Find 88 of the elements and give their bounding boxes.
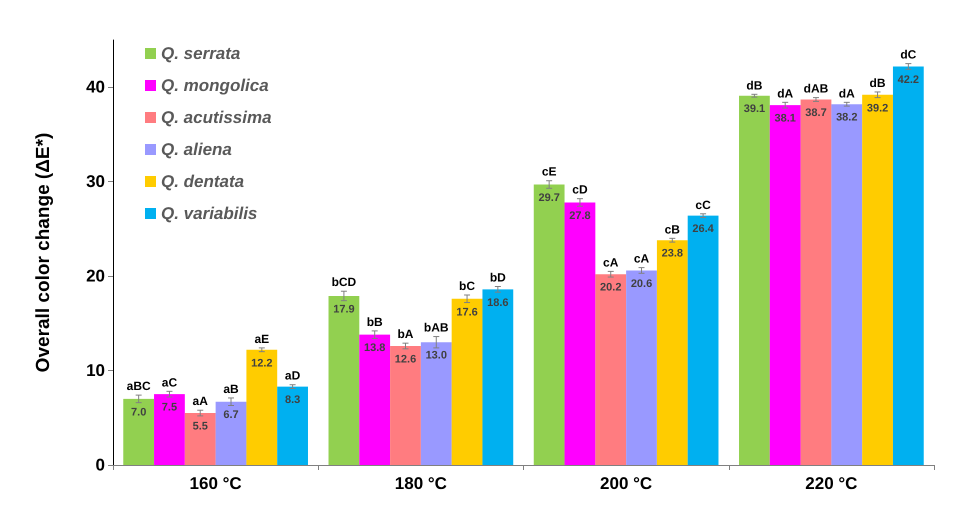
bar [246,350,278,465]
x-tick-label: 220 °C [805,474,858,493]
y-axis-title: Overall color change (ΔE*) [33,132,54,372]
data-label: 12.2 [251,357,273,370]
x-tick-label: 200 °C [600,474,652,493]
annotation: aE [254,332,270,346]
data-label: 12.6 [394,354,416,366]
data-label: 13.8 [364,342,386,354]
data-label: 38.1 [774,112,796,125]
data-label: 27.8 [569,210,591,222]
bar [452,298,482,465]
y-tick-label: 20 [86,266,105,286]
bar [277,386,308,465]
bar [739,96,770,465]
bar [420,342,452,465]
x-tick-label: 180 °C [394,474,447,493]
annotation: cE [542,164,556,179]
bar [626,270,657,465]
bar [892,66,924,465]
bar [154,394,185,465]
x-tick-label: 160 °C [190,474,242,493]
data-label: 26.4 [692,223,715,236]
annotation: dAB [804,82,829,96]
data-label: 18.6 [487,296,509,309]
legend-label: Q. variabilis [161,204,258,223]
annotation: dB [870,76,886,90]
bar [800,100,832,465]
data-label: 20.2 [600,282,622,294]
annotation: bCD [332,275,357,290]
legend-label: Q. mongolica [161,76,269,95]
bar [656,240,688,465]
annotation: cB [664,222,680,236]
data-label: 39.2 [866,102,888,114]
annotation: bD [490,270,506,284]
data-label: 17.9 [333,303,355,316]
annotation: aD [284,368,301,383]
annotation: cA [603,255,619,270]
data-label: 20.6 [630,278,652,290]
annotation: bA [397,327,414,342]
bar [123,398,154,465]
data-label: 6.7 [223,409,239,422]
data-label: 39.1 [744,103,766,116]
annotation: aB [223,382,240,396]
bar [216,402,246,465]
annotation: bAB [424,320,449,335]
annotation: cC [695,198,712,212]
legend-label: Q. serrata [161,44,240,63]
data-label: 5.5 [192,420,208,433]
y-tick-label: 40 [86,78,105,97]
data-label: 29.7 [538,192,560,204]
y-tick-label: 0 [96,456,105,474]
bar [184,413,216,465]
bar [534,184,565,465]
bar [770,105,801,465]
bar [359,334,390,465]
bar [390,346,421,465]
data-label: 7.5 [162,402,178,414]
annotation: aBC [126,379,151,394]
annotation: bC [459,279,476,293]
annotation: dA [777,86,794,100]
annotation: bB [366,314,384,329]
legend-label: Q. acutissima [161,108,272,127]
annotation: dC [900,48,917,62]
legend-label: Q. dentata [161,172,244,191]
y-tick-label: 10 [86,361,105,380]
bar [482,289,514,465]
annotation: dB [746,78,763,92]
data-label: 13.0 [426,350,447,362]
bar [595,274,626,465]
data-label: 7.0 [131,406,146,418]
data-label: 42.2 [898,74,920,86]
annotation: dA [838,86,856,100]
data-label: 38.7 [805,107,827,119]
bar [328,296,360,465]
bar [564,202,596,465]
data-label: 23.8 [662,248,684,260]
data-label: 38.2 [836,112,858,124]
annotation: cA [634,252,650,266]
annotation: cD [572,182,588,197]
data-label: 17.6 [456,306,478,318]
legend-label: Q. aliena [161,140,232,159]
annotation: aC [162,375,178,390]
bar [862,94,893,465]
data-label: 8.3 [284,394,300,406]
bar [688,216,718,465]
y-tick-label: 30 [86,172,105,192]
annotation: aA [192,394,208,408]
bar [831,104,862,465]
